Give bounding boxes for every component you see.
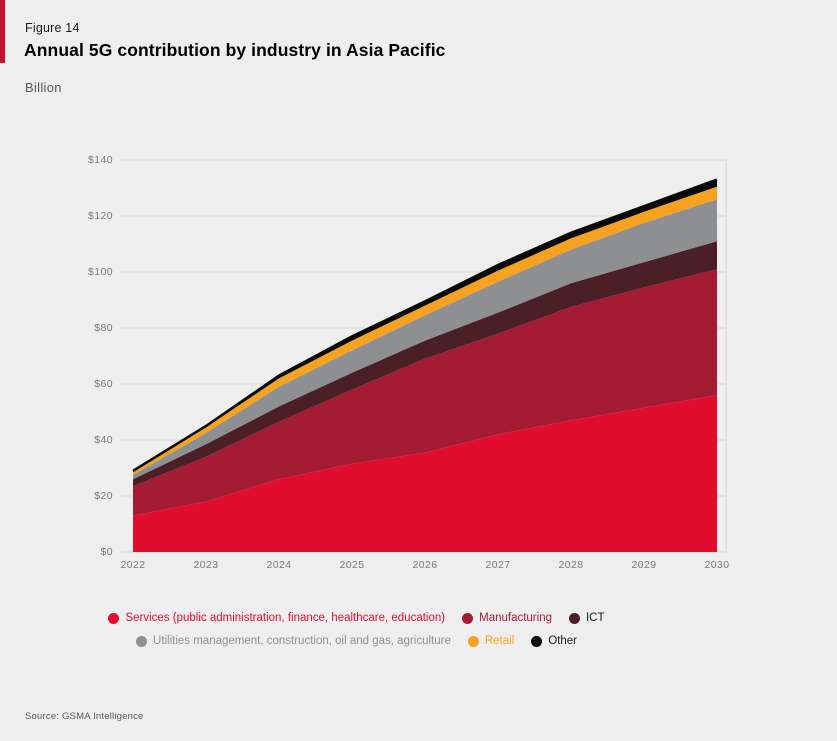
y-tick-label: $40 [58,434,113,446]
legend-item: Retail [468,635,514,647]
legend-dot-icon [136,636,147,647]
legend-label: Other [548,635,577,647]
y-tick-label: $140 [58,154,113,166]
x-tick-label: 2026 [403,559,447,571]
stacked-area-chart [0,0,837,741]
legend-dot-icon [468,636,479,647]
legend-label: Manufacturing [479,612,552,624]
y-tick-label: $20 [58,490,113,502]
legend-item: Manufacturing [462,612,552,624]
legend-label: Utilities management, construction, oil … [153,635,451,647]
legend-item: Utilities management, construction, oil … [136,635,451,647]
legend-dot-icon [531,636,542,647]
x-tick-label: 2025 [330,559,374,571]
legend-item: Services (public administration, finance… [108,612,445,624]
x-tick-label: 2030 [695,559,739,571]
legend-item: Other [531,635,577,647]
legend-dot-icon [569,613,580,624]
x-tick-label: 2029 [622,559,666,571]
report-page: Figure 14 Annual 5G contribution by indu… [0,0,837,741]
legend-row-1: Services (public administration, finance… [40,612,673,624]
x-tick-label: 2023 [184,559,228,571]
x-tick-label: 2027 [476,559,520,571]
y-tick-label: $100 [58,266,113,278]
legend-item: ICT [569,612,605,624]
legend-dot-icon [108,613,119,624]
x-tick-label: 2022 [111,559,155,571]
y-tick-label: $60 [58,378,113,390]
y-tick-label: $120 [58,210,113,222]
legend-row-2: Utilities management, construction, oil … [40,635,673,647]
legend-dot-icon [462,613,473,624]
x-tick-label: 2028 [549,559,593,571]
legend-label: ICT [586,612,605,624]
source-attribution: Source: GSMA Intelligence [25,711,144,722]
legend-label: Services (public administration, finance… [125,612,445,624]
y-tick-label: $0 [58,546,113,558]
y-tick-label: $80 [58,322,113,334]
legend-label: Retail [485,635,514,647]
x-tick-label: 2024 [257,559,301,571]
